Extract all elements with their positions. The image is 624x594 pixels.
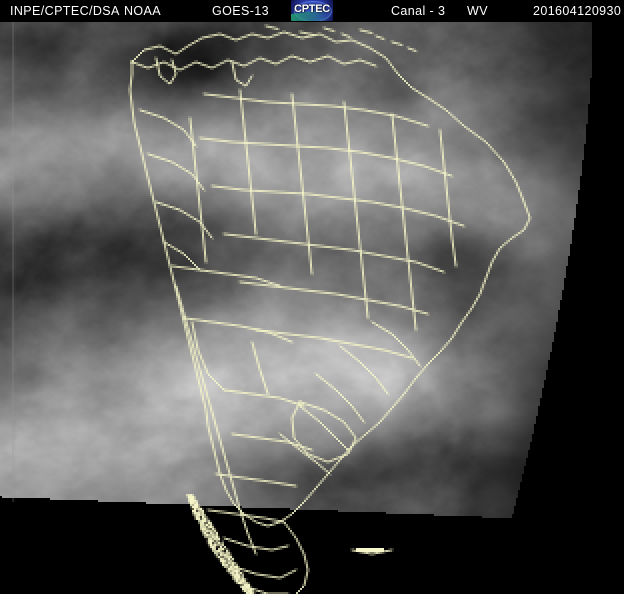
header-timestamp-label: 201604120930: [533, 4, 622, 18]
header-band-label: WV: [467, 4, 488, 18]
satellite-image-area: [0, 22, 624, 594]
logo-text: CPTEC: [294, 3, 330, 15]
header-agency-label: NOAA: [124, 4, 162, 18]
water-vapor-image: [0, 22, 624, 594]
header-institute-label: INPE/CPTEC/DSA: [10, 4, 120, 18]
header-satellite-label: GOES-13: [212, 4, 269, 18]
cptec-logo: CPTEC: [291, 0, 333, 21]
image-header-bar: INPE/CPTEC/DSA NOAA GOES-13 CPTEC Canal …: [0, 0, 624, 22]
header-channel-label: Canal - 3: [391, 4, 446, 18]
